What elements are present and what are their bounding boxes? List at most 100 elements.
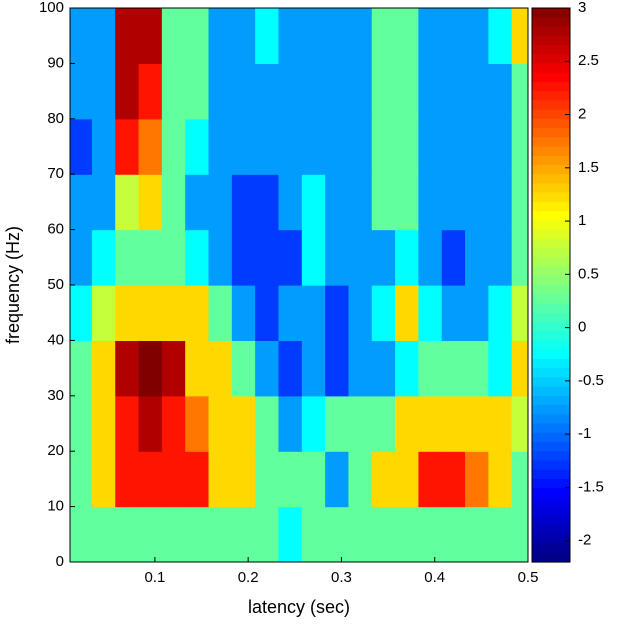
contour-cell — [278, 63, 303, 120]
contour-cell — [185, 174, 210, 231]
colorbar-band — [532, 506, 570, 517]
colorbar-tick-label: 3 — [578, 0, 586, 16]
contour-cell — [185, 451, 210, 508]
contour-cell — [255, 506, 280, 562]
contour-cell — [91, 506, 116, 562]
colorbar-band — [532, 275, 570, 286]
contour-cell — [208, 395, 233, 452]
contour-cell — [115, 506, 140, 562]
y-tick-label: 30 — [47, 387, 64, 404]
contour-cell — [70, 506, 93, 562]
contour-cell — [161, 63, 186, 120]
contour-cell — [70, 229, 93, 286]
colorbar-band — [532, 220, 570, 231]
colorbar-band — [532, 386, 570, 397]
contour-cell — [185, 340, 210, 397]
contour-cell — [161, 395, 186, 452]
contour-cell — [185, 506, 210, 562]
colorbar-band — [532, 552, 570, 563]
contour-cell — [511, 451, 528, 508]
contour-cell — [70, 285, 93, 341]
contour-cell — [255, 395, 280, 452]
contour-cell — [231, 506, 256, 562]
contour-cell — [91, 451, 116, 508]
contour-cell — [115, 8, 140, 64]
contour-cell — [325, 174, 350, 231]
colorbar-band — [532, 543, 570, 554]
y-axis-label: frequency (Hz) — [3, 226, 23, 344]
colorbar-band — [532, 312, 570, 323]
contour-cell — [441, 451, 466, 508]
y-tick-label: 50 — [47, 276, 64, 293]
colorbar-band — [532, 525, 570, 535]
contour-cell — [325, 506, 350, 562]
contour-cell — [231, 118, 256, 175]
contour-cell — [115, 340, 140, 397]
contour-cell — [70, 451, 93, 508]
contour-cell — [441, 340, 466, 397]
y-tick-label: 10 — [47, 498, 64, 515]
contour-cell — [208, 451, 233, 508]
contour-cell — [325, 451, 350, 508]
contour-cell — [301, 63, 326, 120]
contour-cell — [278, 8, 303, 64]
colorbar-band — [532, 164, 570, 175]
contour-cell — [185, 8, 210, 64]
contour-cell — [115, 63, 140, 120]
y-tick-label: 60 — [47, 221, 64, 238]
contour-cell — [278, 285, 303, 341]
contour-cell — [138, 285, 163, 341]
contour-cell — [231, 8, 256, 64]
contour-cell — [70, 118, 93, 175]
contour-cell — [488, 8, 513, 64]
colorbar-band — [532, 54, 570, 64]
colorbar-band — [532, 451, 570, 462]
contour-cell — [70, 340, 93, 397]
contour-cell — [301, 506, 326, 562]
contour-cell — [255, 174, 280, 231]
contour-cell — [208, 285, 233, 341]
colorbar-tick-label: -1.5 — [578, 478, 604, 495]
contour-cell — [465, 395, 489, 452]
contour-cell — [371, 340, 396, 397]
colorbar-band — [532, 497, 570, 508]
contour-cell — [465, 174, 489, 231]
contour-cell — [371, 506, 396, 562]
contour-cell — [395, 118, 419, 175]
contour-cell — [441, 506, 466, 562]
contour-cell — [418, 229, 443, 286]
colorbar-band — [532, 441, 570, 452]
colorbar-band — [532, 238, 570, 249]
colorbar-band — [532, 118, 570, 129]
contour-cell — [418, 8, 443, 64]
contour-cell — [115, 395, 140, 452]
contour-cell — [138, 506, 163, 562]
colorbar-band — [532, 414, 570, 425]
colorbar-band — [532, 229, 570, 240]
colorbar-band — [532, 340, 570, 351]
contour-cell — [255, 63, 280, 120]
contour-cell — [488, 118, 513, 175]
contour-cell — [278, 340, 303, 397]
colorbar-band — [532, 81, 570, 92]
contour-cell — [348, 229, 373, 286]
contour-cell — [278, 506, 303, 562]
contour-cell — [255, 451, 280, 508]
contour-cell — [418, 506, 443, 562]
contour-cell — [395, 285, 419, 341]
contour-cell — [255, 285, 280, 341]
contour-cell — [488, 63, 513, 120]
contour-cell — [185, 63, 210, 120]
contour-cell — [371, 229, 396, 286]
contour-cell — [511, 395, 528, 452]
contour-cell — [115, 451, 140, 508]
contour-cell — [70, 174, 93, 231]
contour-cell — [161, 506, 186, 562]
y-tick-label: 0 — [56, 553, 64, 570]
contour-cell — [395, 8, 419, 64]
contour-cell — [161, 118, 186, 175]
colorbar-tick-label: 0.5 — [578, 265, 599, 282]
contour-cell — [371, 63, 396, 120]
contour-cell — [115, 118, 140, 175]
contour-cell — [301, 451, 326, 508]
